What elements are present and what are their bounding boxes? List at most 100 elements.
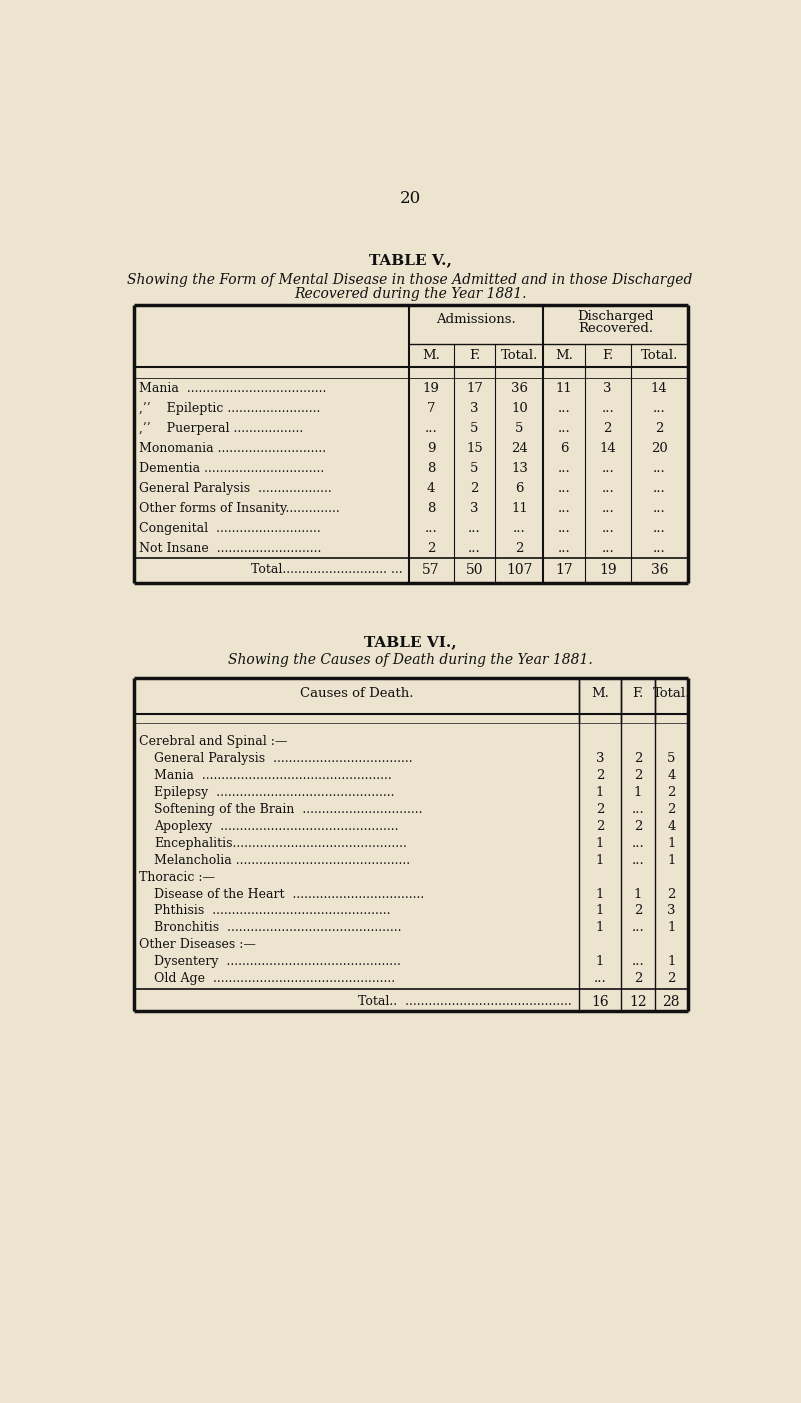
Text: F.: F. xyxy=(469,349,480,362)
Text: 4: 4 xyxy=(667,819,675,833)
Text: ...: ... xyxy=(653,502,666,515)
Text: Mania  ....................................: Mania ..................................… xyxy=(139,382,326,394)
Text: ...: ... xyxy=(425,422,437,435)
Text: ...: ... xyxy=(513,522,525,535)
Text: Not Insane  ...........................: Not Insane ........................... xyxy=(139,542,321,554)
Text: 3: 3 xyxy=(596,752,604,765)
Text: Softening of the Brain  ...............................: Softening of the Brain .................… xyxy=(155,803,423,815)
Text: Discharged: Discharged xyxy=(578,310,654,323)
Text: 1: 1 xyxy=(596,922,604,934)
Text: ...: ... xyxy=(557,502,570,515)
Text: 36: 36 xyxy=(511,382,528,394)
Text: 10: 10 xyxy=(511,401,528,415)
Text: 11: 11 xyxy=(556,382,573,394)
Text: 11: 11 xyxy=(511,502,528,515)
Text: 1: 1 xyxy=(596,905,604,918)
Text: 2: 2 xyxy=(634,905,642,918)
Text: ...: ... xyxy=(468,542,481,554)
Text: Disease of the Heart  ..................................: Disease of the Heart ...................… xyxy=(155,888,425,901)
Text: Causes of Death.: Causes of Death. xyxy=(300,687,413,700)
Text: 14: 14 xyxy=(651,382,668,394)
Text: 1: 1 xyxy=(667,922,675,934)
Text: 6: 6 xyxy=(515,481,524,495)
Text: 1: 1 xyxy=(667,853,675,867)
Text: 36: 36 xyxy=(650,564,668,578)
Text: 6: 6 xyxy=(560,442,568,455)
Text: 1: 1 xyxy=(596,836,604,850)
Text: 2: 2 xyxy=(667,888,675,901)
Text: 28: 28 xyxy=(662,995,680,1009)
Text: 2: 2 xyxy=(596,819,604,833)
Text: ...: ... xyxy=(653,462,666,474)
Text: Apoplexy  ..............................................: Apoplexy ...............................… xyxy=(155,819,399,833)
Text: ...: ... xyxy=(468,522,481,535)
Text: 1: 1 xyxy=(634,786,642,798)
Text: 13: 13 xyxy=(511,462,528,474)
Text: ...: ... xyxy=(557,542,570,554)
Text: Total.: Total. xyxy=(501,349,538,362)
Text: 9: 9 xyxy=(427,442,435,455)
Text: ...: ... xyxy=(632,836,644,850)
Text: 16: 16 xyxy=(591,995,609,1009)
Text: 8: 8 xyxy=(427,502,435,515)
Text: 15: 15 xyxy=(466,442,483,455)
Text: ...: ... xyxy=(602,481,614,495)
Text: 1: 1 xyxy=(596,786,604,798)
Text: Bronchitis  .............................................: Bronchitis .............................… xyxy=(155,922,402,934)
Text: ...: ... xyxy=(653,401,666,415)
Text: Cerebral and Spinal :—: Cerebral and Spinal :— xyxy=(139,735,288,748)
Text: ...: ... xyxy=(602,542,614,554)
Text: ,’’    Epileptic ........................: ,’’ Epileptic ........................ xyxy=(139,401,320,415)
Text: Melancholia .............................................: Melancholia ............................… xyxy=(155,853,410,867)
Text: Dysentery  .............................................: Dysentery ..............................… xyxy=(155,955,401,968)
Text: 3: 3 xyxy=(667,905,675,918)
Text: ...: ... xyxy=(425,522,437,535)
Text: 2: 2 xyxy=(667,803,675,815)
Text: 20: 20 xyxy=(400,189,421,206)
Text: Thoracic :—: Thoracic :— xyxy=(139,871,215,884)
Text: Epilepsy  ..............................................: Epilepsy ...............................… xyxy=(155,786,395,798)
Text: 1: 1 xyxy=(596,955,604,968)
Text: 12: 12 xyxy=(629,995,646,1009)
Text: ...: ... xyxy=(557,481,570,495)
Text: 2: 2 xyxy=(596,803,604,815)
Text: 2: 2 xyxy=(667,786,675,798)
Text: M.: M. xyxy=(591,687,609,700)
Text: ...: ... xyxy=(632,803,644,815)
Text: 5: 5 xyxy=(470,462,479,474)
Text: 17: 17 xyxy=(555,564,573,578)
Text: ...: ... xyxy=(557,522,570,535)
Text: 1: 1 xyxy=(596,888,604,901)
Text: 5: 5 xyxy=(515,422,524,435)
Text: 5: 5 xyxy=(470,422,479,435)
Text: 2: 2 xyxy=(515,542,524,554)
Text: 4: 4 xyxy=(427,481,435,495)
Text: ...: ... xyxy=(632,922,644,934)
Text: 5: 5 xyxy=(667,752,675,765)
Text: 2: 2 xyxy=(634,769,642,781)
Text: 17: 17 xyxy=(466,382,483,394)
Text: 19: 19 xyxy=(599,564,617,578)
Text: Mania  .................................................: Mania ..................................… xyxy=(155,769,392,781)
Text: Recovered during the Year 1881.: Recovered during the Year 1881. xyxy=(294,288,526,300)
Text: 2: 2 xyxy=(604,422,612,435)
Text: 1: 1 xyxy=(667,836,675,850)
Text: 2: 2 xyxy=(634,972,642,985)
Text: 24: 24 xyxy=(511,442,528,455)
Text: 2: 2 xyxy=(596,769,604,781)
Text: Total.: Total. xyxy=(641,349,678,362)
Text: F.: F. xyxy=(602,349,614,362)
Text: Monomania ............................: Monomania ............................ xyxy=(139,442,326,455)
Text: ...: ... xyxy=(557,401,570,415)
Text: Showing the Causes of Death during the Year 1881.: Showing the Causes of Death during the Y… xyxy=(227,654,593,668)
Text: Congenital  ...........................: Congenital ........................... xyxy=(139,522,320,535)
Text: Admissions.: Admissions. xyxy=(436,313,516,325)
Text: 107: 107 xyxy=(506,564,533,578)
Text: ...: ... xyxy=(653,481,666,495)
Text: 2: 2 xyxy=(634,819,642,833)
Text: ...: ... xyxy=(602,401,614,415)
Text: Other Diseases :—: Other Diseases :— xyxy=(139,939,256,951)
Text: Recovered.: Recovered. xyxy=(578,321,653,334)
Text: ...: ... xyxy=(557,462,570,474)
Text: 20: 20 xyxy=(651,442,668,455)
